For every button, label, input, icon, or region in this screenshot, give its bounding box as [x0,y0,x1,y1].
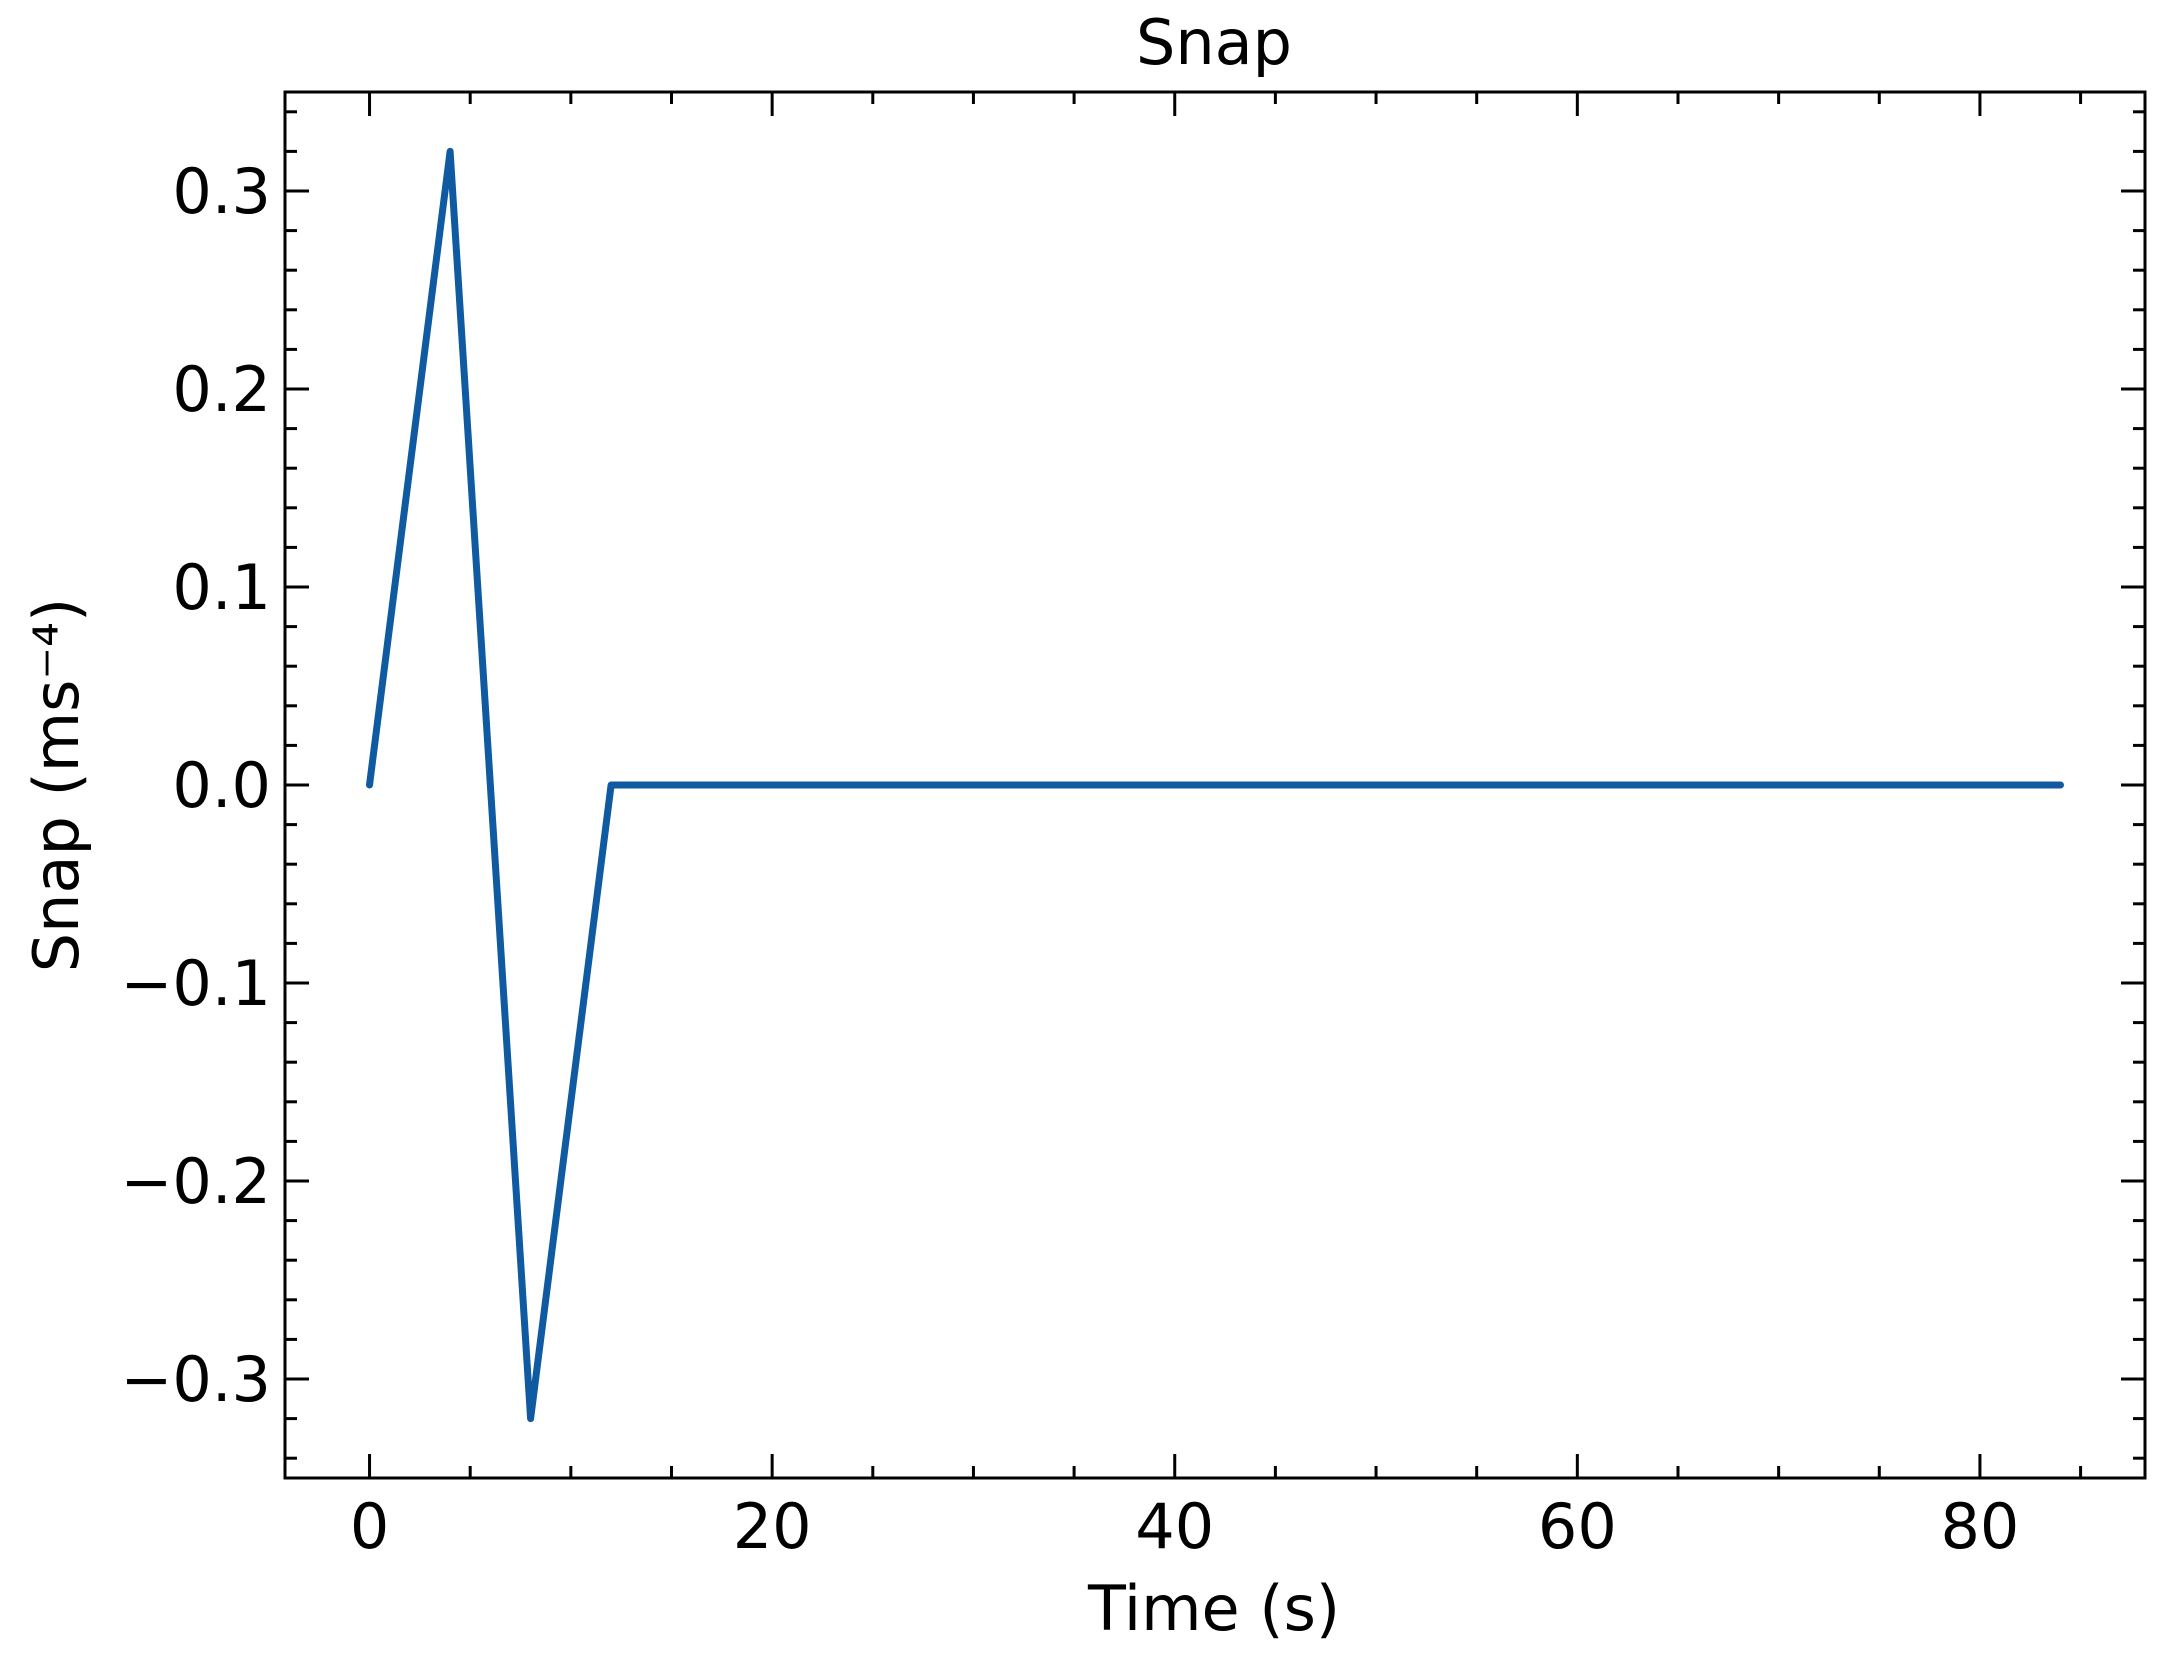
y-tick-label: 0.0 [172,749,271,822]
x-tick-label: 20 [733,1490,812,1563]
x-tick-label: 80 [1940,1490,2019,1563]
tick-labels: 0 20 40 60 80 −0.3 −0.2 −0.1 0.0 0.1 0.2 0.3 [120,155,2019,1563]
x-axis-label: Time (s) [1087,1572,1340,1645]
x-tick-label: 60 [1538,1490,1617,1563]
y-tick-label: −0.2 [120,1145,271,1218]
chart-title: Snap [1136,6,1292,79]
series-layer [366,147,2064,1423]
y-tick-label: −0.1 [120,947,271,1020]
x-tick-label: 0 [350,1490,389,1563]
plot-frame [283,90,2147,1480]
y-tick-label: −0.3 [120,1343,271,1416]
series-line [366,147,2064,1423]
y-tick-label: 0.1 [172,551,271,624]
y-tick-label: 0.2 [172,353,271,426]
ticks [285,92,2145,1478]
y-tick-label: 0.3 [172,155,271,228]
x-tick-label: 40 [1135,1490,1214,1563]
y-axis-label: Snap (ms⁻⁴) [20,598,93,972]
